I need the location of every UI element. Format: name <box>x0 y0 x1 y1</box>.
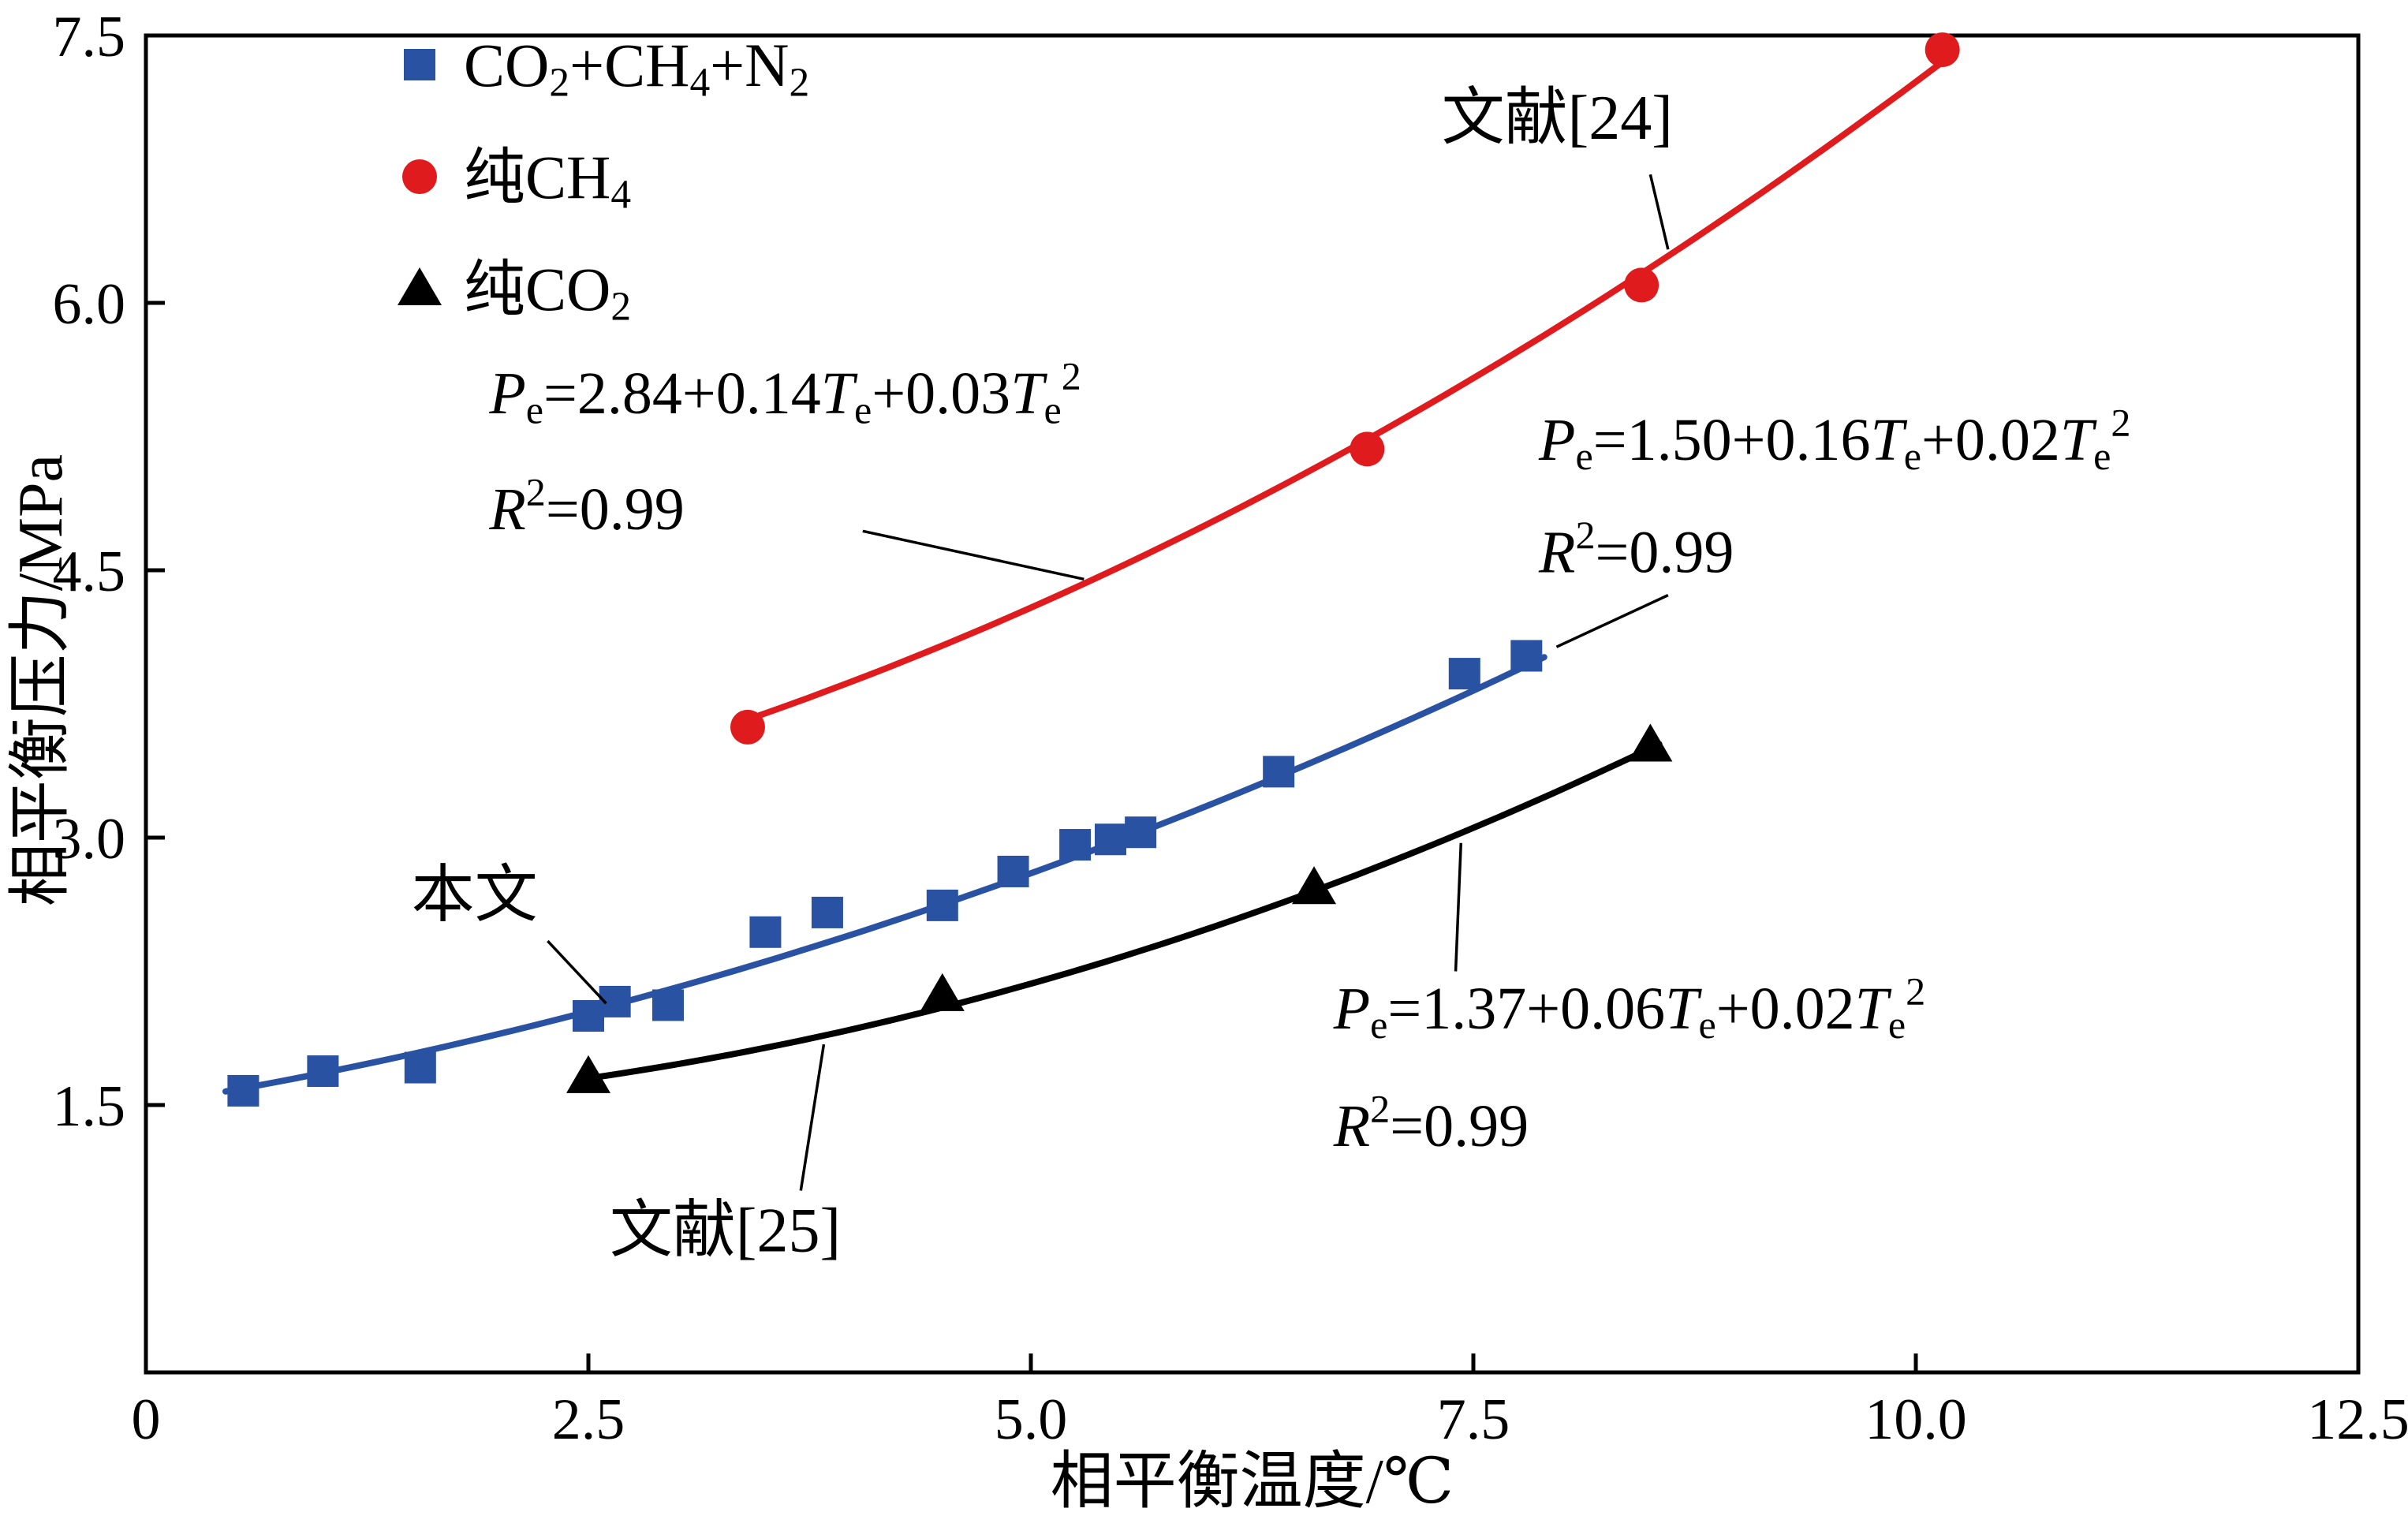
x-tick-label-4: 10.0 <box>1865 1387 1967 1452</box>
ref-25-label: 文献[25] <box>610 1196 841 1265</box>
data-point-square-11 <box>1094 823 1126 856</box>
data-point-circle-0 <box>730 709 765 745</box>
legend-label-1: 纯CH4 <box>464 143 631 217</box>
legend-label-2: 纯CO2 <box>464 255 631 329</box>
equation-pure-ch4-line-1: R2=0.99 <box>488 470 684 543</box>
data-point-square-2 <box>404 1051 436 1084</box>
ref-25-label-leader-line <box>799 1044 826 1191</box>
y-tick-label-0: 1.5 <box>53 1074 126 1139</box>
x-tick-label-1: 2.5 <box>552 1387 625 1452</box>
data-point-square-1 <box>307 1055 339 1088</box>
legend-marker-square <box>404 49 435 80</box>
data-point-square-12 <box>1125 816 1157 849</box>
x-tick-label-5: 12.5 <box>2307 1387 2408 1452</box>
plot-frame <box>144 33 2361 1375</box>
data-point-circle-2 <box>1624 267 1659 303</box>
x-tick-label-0: 0 <box>132 1387 161 1452</box>
data-point-square-6 <box>749 916 782 948</box>
fit-curve-2-triangle <box>585 741 1663 1082</box>
data-point-circle-3 <box>1925 32 1960 68</box>
data-point-square-13 <box>1263 756 1295 788</box>
data-point-square-3 <box>573 1000 604 1032</box>
data-point-square-15 <box>1510 640 1543 672</box>
this-work-label-leader-line <box>547 939 607 1005</box>
y-tick-label-4: 7.5 <box>53 5 126 69</box>
x-axis-label: 相平衡温度/℃ <box>1051 1447 1454 1517</box>
x-tick-label-2: 5.0 <box>995 1387 1068 1452</box>
data-point-square-10 <box>1059 829 1092 861</box>
legend-label-0: CO2+CH4+N2 <box>464 31 809 105</box>
fit-curve-0-square <box>222 654 1547 1095</box>
equation-pure-co2-leader-line <box>1454 842 1463 972</box>
data-point-square-0 <box>227 1074 259 1107</box>
y-tick-label-3: 6.0 <box>53 272 126 337</box>
equation-mixture-leader-line <box>1555 594 1669 648</box>
equation-pure-ch4-leader-line <box>862 529 1085 581</box>
this-work-label: 本文 <box>412 861 538 930</box>
y-axis-label: 相平衡压力/MPa <box>6 454 76 906</box>
fit-curve-1-circle <box>745 58 1946 723</box>
data-point-square-8 <box>926 889 958 921</box>
equation-pure-ch4-line-0: Pe=2.84+0.14Te+0.03Te2 <box>488 354 1081 432</box>
data-point-triangle-3 <box>1628 723 1673 762</box>
data-point-triangle-0 <box>566 1055 610 1093</box>
y-tick-label-1: 3.0 <box>53 807 126 872</box>
equation-pure-co2-line-0: Pe=1.37+0.06Te+0.02Te2 <box>1333 969 1925 1047</box>
data-point-triangle-1 <box>920 973 965 1011</box>
equation-mixture-line-1: R2=0.99 <box>1538 513 1734 585</box>
legend-marker-circle <box>402 159 437 194</box>
ref-24-label: 文献[24] <box>1442 84 1673 153</box>
y-tick-label-2: 4.5 <box>53 539 126 604</box>
data-point-circle-1 <box>1350 431 1385 467</box>
ref-24-label-leader-line <box>1648 174 1670 250</box>
legend-marker-triangle <box>398 267 442 305</box>
data-point-triangle-2 <box>1292 866 1337 905</box>
equation-pure-co2-line-1: R2=0.99 <box>1333 1087 1529 1159</box>
equation-mixture-line-0: Pe=1.50+0.16Te+0.02Te2 <box>1538 400 2130 478</box>
x-tick-label-3: 7.5 <box>1437 1387 1510 1452</box>
data-point-square-5 <box>651 989 684 1021</box>
data-point-square-9 <box>997 855 1029 887</box>
data-point-square-7 <box>811 896 843 928</box>
data-point-square-14 <box>1448 658 1480 690</box>
